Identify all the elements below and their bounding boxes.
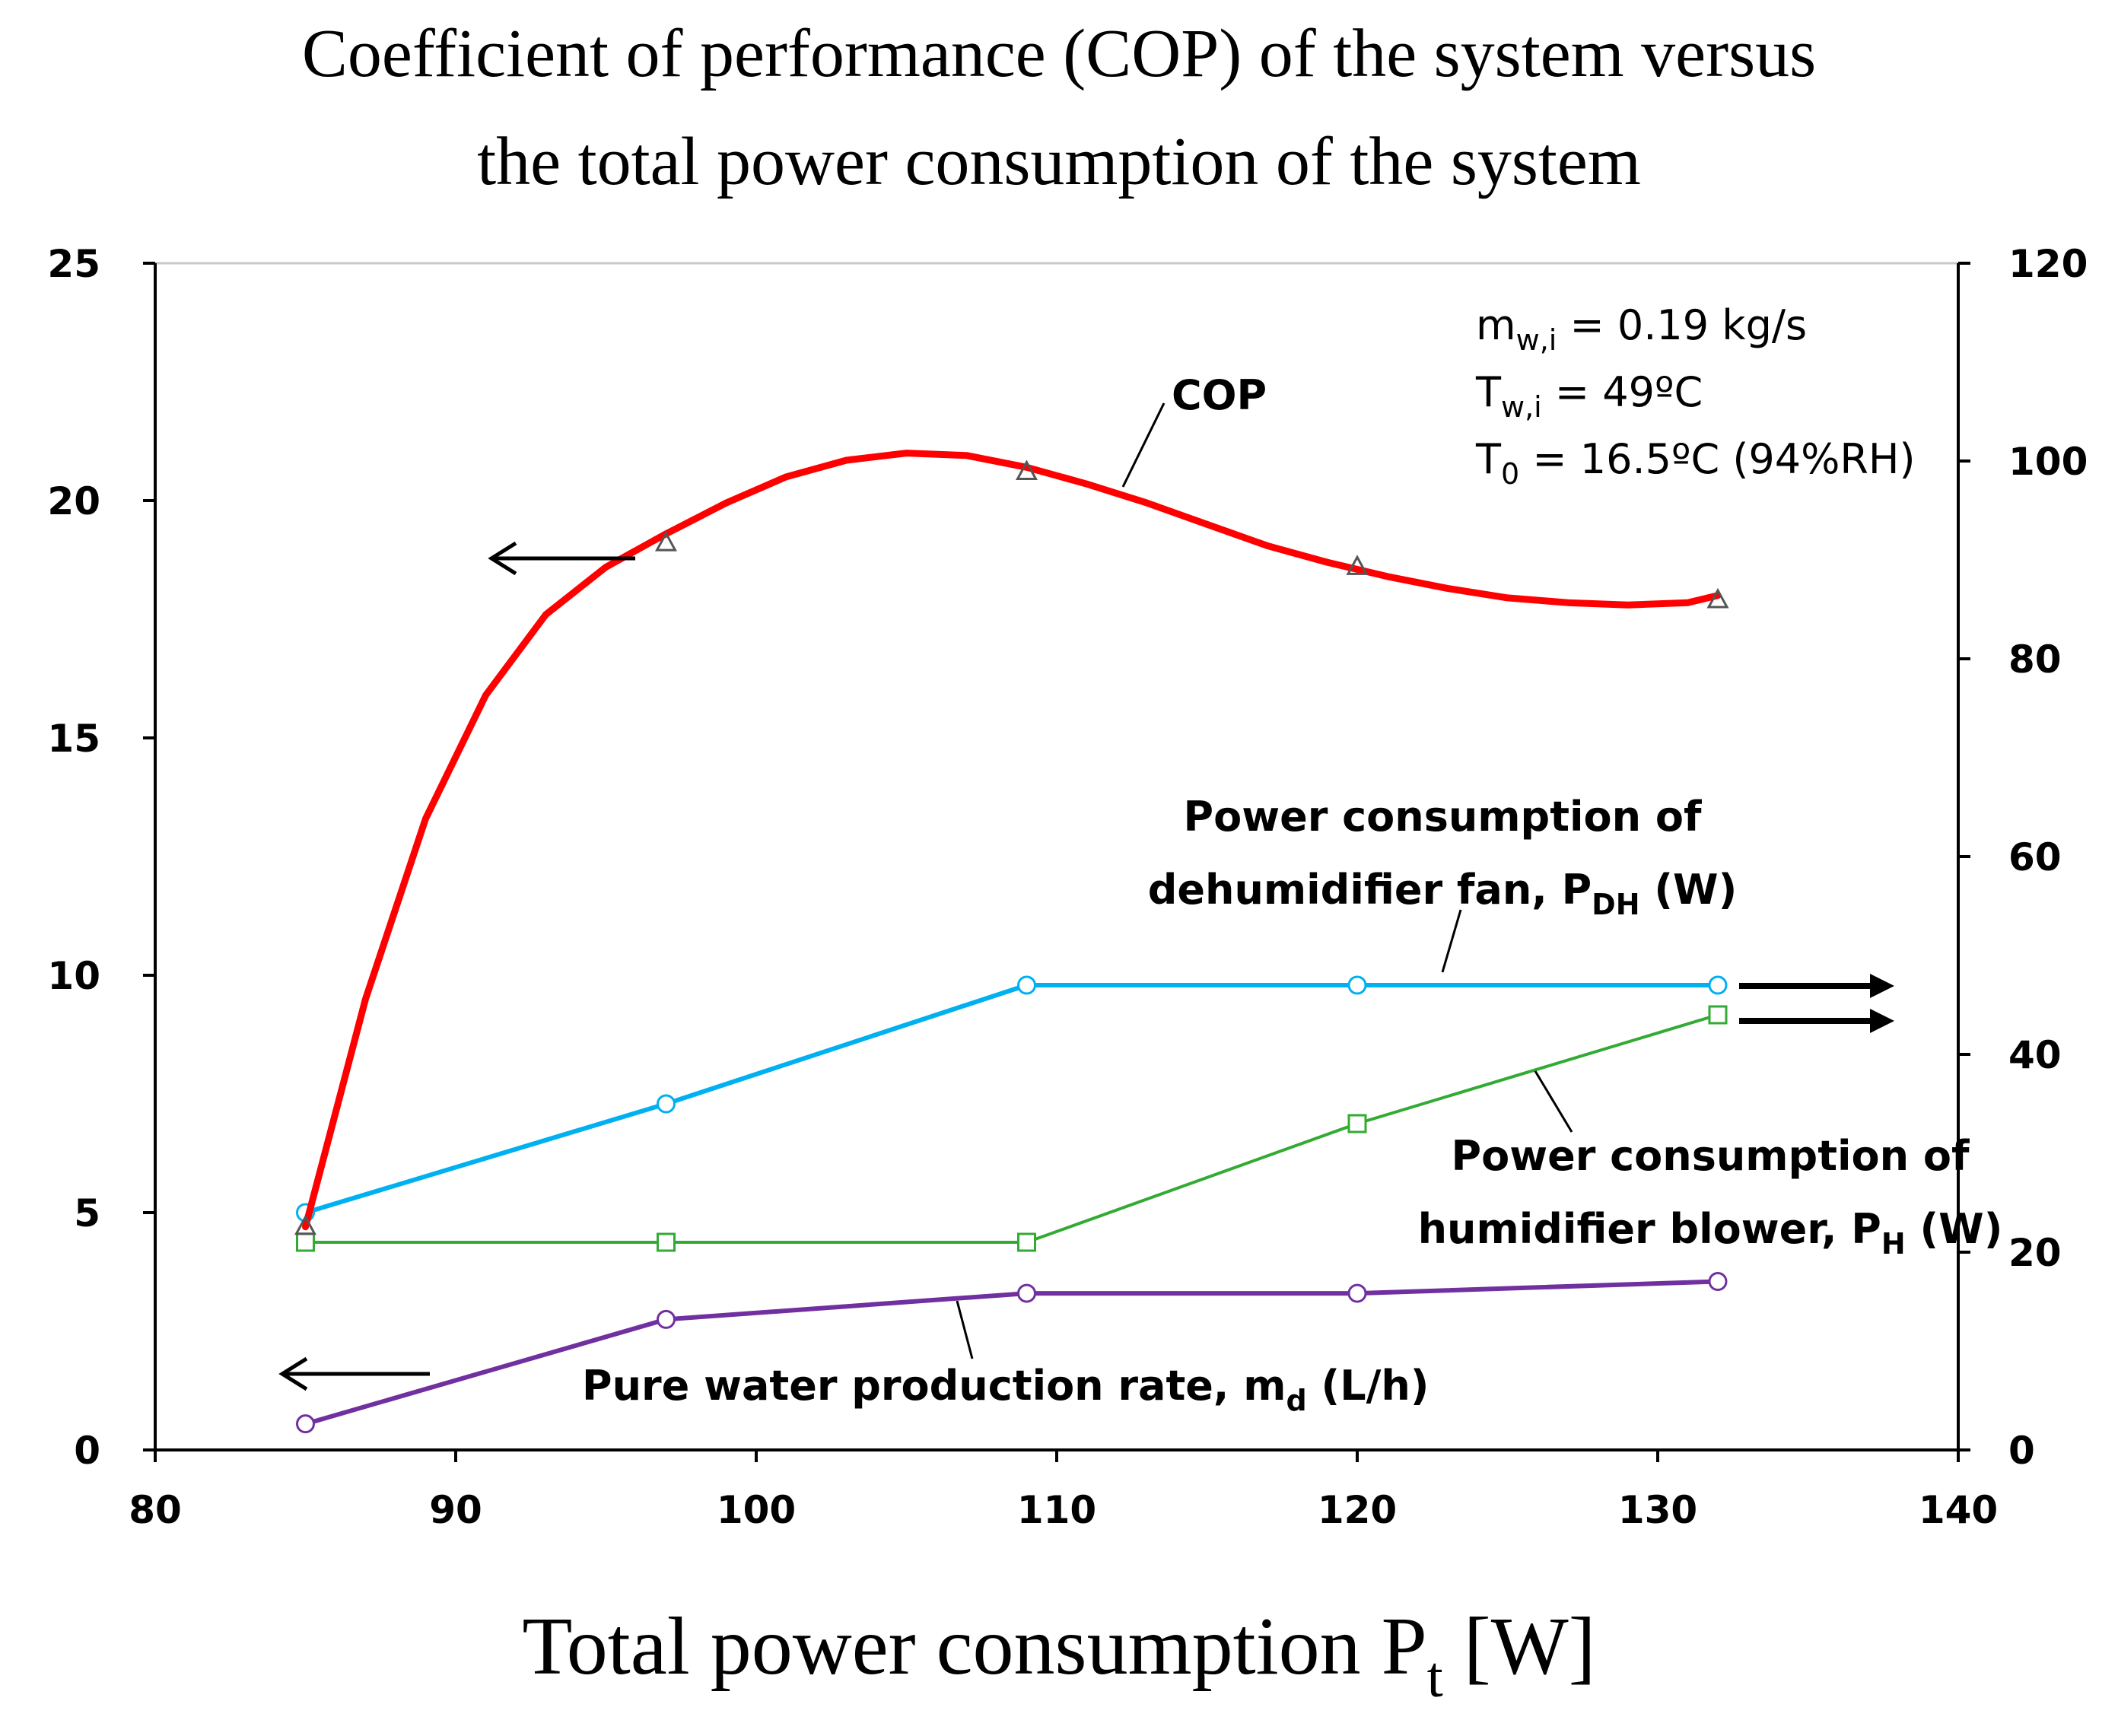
data-point bbox=[1706, 587, 1729, 609]
data-point bbox=[294, 1214, 317, 1235]
series-layer bbox=[294, 450, 1729, 1434]
data-point bbox=[1017, 1232, 1036, 1252]
y-right-tick-label: 100 bbox=[2008, 440, 2088, 484]
y-left-tick-label: 15 bbox=[47, 717, 100, 761]
x-tick-label: 110 bbox=[1017, 1488, 1096, 1532]
chart-title-line-2: the total power consumption of the syste… bbox=[477, 124, 1641, 199]
data-point bbox=[296, 1232, 315, 1252]
chart-title-line-1: Coefficient of performance (COP) of the … bbox=[302, 16, 1816, 91]
h-label-line-1: Power consumption of bbox=[1452, 1132, 1970, 1180]
dh-leader-line bbox=[1441, 909, 1462, 973]
data-point bbox=[654, 531, 678, 552]
data-point bbox=[1017, 1283, 1036, 1303]
data-point bbox=[1017, 975, 1036, 995]
data-point bbox=[1347, 1283, 1367, 1303]
y-left-tick-label: 5 bbox=[74, 1191, 100, 1235]
cop-curve bbox=[302, 450, 1722, 1231]
h-leader-line bbox=[1534, 1070, 1573, 1133]
series-2 bbox=[296, 1005, 1728, 1252]
data-point bbox=[296, 1414, 315, 1434]
y-right-tick-label: 80 bbox=[2008, 637, 2062, 682]
y-right-tick-label: 60 bbox=[2008, 835, 2062, 879]
data-point bbox=[657, 1094, 676, 1114]
data-point bbox=[1708, 1271, 1728, 1291]
condition-mass-flow: mw,i = 0.19 kg/s bbox=[1476, 301, 1807, 357]
series-0 bbox=[294, 450, 1729, 1235]
y-left-tick-label: 25 bbox=[47, 242, 100, 286]
dh-label-line-1: Power consumption of bbox=[1184, 793, 1702, 841]
data-point bbox=[1015, 459, 1038, 481]
condition-water-temp: Tw,i = 49ºC bbox=[1475, 368, 1703, 424]
cop-leader-line bbox=[1121, 402, 1166, 488]
axis-ticks: 80 90 100 110 120 130 140051015202502040608010… bbox=[47, 242, 2088, 1532]
cop-axis-arrow bbox=[488, 541, 635, 576]
x-tick-label: 80 bbox=[129, 1488, 182, 1532]
y-right-tick-label: 0 bbox=[2008, 1429, 2035, 1473]
data-point bbox=[657, 1309, 676, 1329]
data-point bbox=[657, 1232, 676, 1252]
data-point bbox=[1708, 975, 1728, 995]
dh-label-line-2: dehumidifier fan, PDH (W) bbox=[1148, 866, 1738, 921]
dh-axis-arrow bbox=[1739, 974, 1894, 998]
data-point bbox=[1347, 975, 1367, 995]
y-right-tick-label: 120 bbox=[2008, 242, 2088, 286]
h-axis-arrow bbox=[1739, 1009, 1894, 1033]
series-3 bbox=[296, 1271, 1728, 1434]
y-left-tick-label: 0 bbox=[74, 1429, 100, 1473]
y-right-tick-label: 40 bbox=[2008, 1033, 2062, 1077]
h-label-line-2: humidifier blower, PH (W) bbox=[1418, 1205, 2003, 1261]
x-axis-label: Total power consumption Pt [W] bbox=[522, 1601, 1595, 1709]
y-right-tick-label: 20 bbox=[2008, 1231, 2062, 1275]
md-leader-line bbox=[956, 1300, 974, 1359]
md-axis-arrow bbox=[278, 1356, 430, 1391]
data-point bbox=[1708, 1005, 1728, 1025]
x-tick-label: 90 bbox=[429, 1488, 482, 1532]
x-tick-label: 130 bbox=[1618, 1488, 1697, 1532]
cop-label: COP bbox=[1172, 371, 1267, 419]
y-left-tick-label: 10 bbox=[47, 954, 100, 998]
x-tick-label: 140 bbox=[1919, 1488, 1998, 1532]
y-left-tick-label: 20 bbox=[47, 479, 100, 523]
data-point bbox=[1347, 1114, 1367, 1133]
x-tick-label: 120 bbox=[1318, 1488, 1397, 1532]
series-1 bbox=[296, 975, 1728, 1223]
md-label: Pure water production rate, md (L/h) bbox=[582, 1362, 1429, 1417]
condition-ambient: T0 = 16.5ºC (94%RH) bbox=[1475, 435, 1916, 491]
x-tick-label: 100 bbox=[717, 1488, 796, 1532]
data-point bbox=[1346, 555, 1369, 575]
